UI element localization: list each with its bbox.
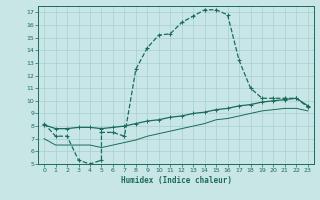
X-axis label: Humidex (Indice chaleur): Humidex (Indice chaleur): [121, 176, 231, 185]
